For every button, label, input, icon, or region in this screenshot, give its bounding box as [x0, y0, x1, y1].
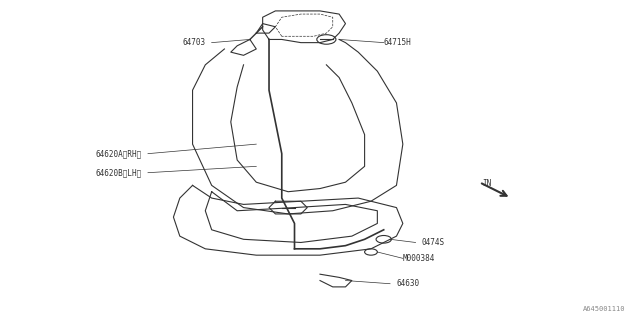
Text: A645001110: A645001110	[584, 306, 626, 312]
Text: 64620B〈LH〉: 64620B〈LH〉	[95, 168, 141, 177]
Text: M000384: M000384	[403, 254, 435, 263]
Text: 64630: 64630	[396, 279, 420, 288]
Text: IN: IN	[483, 179, 492, 188]
Text: 64703: 64703	[182, 38, 205, 47]
Text: 64620A〈RH〉: 64620A〈RH〉	[95, 149, 141, 158]
Text: 0474S: 0474S	[422, 238, 445, 247]
Text: 64715H: 64715H	[384, 38, 412, 47]
